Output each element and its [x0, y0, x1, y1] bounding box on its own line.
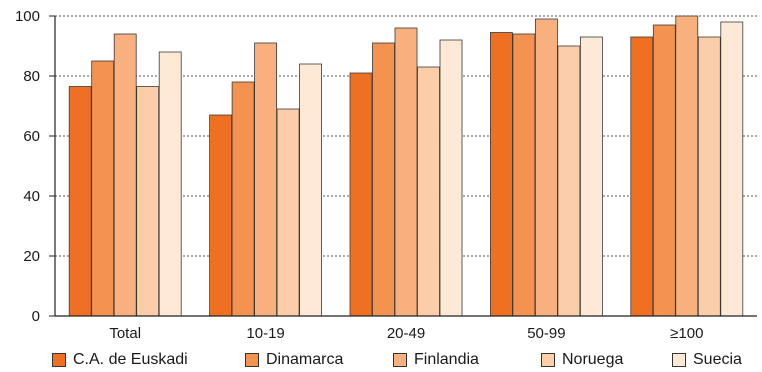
bar: [209, 114, 233, 317]
bar: [580, 36, 603, 317]
bar: [652, 24, 676, 317]
x-tick-label: Total: [109, 325, 141, 342]
x-tick-label: 10-19: [246, 325, 284, 342]
y-tick-label: 40: [23, 188, 40, 205]
y-tick-labels: 0 20 40 60 80 100: [15, 8, 40, 325]
bar: [158, 51, 182, 317]
bar: [439, 39, 463, 317]
bar: [231, 81, 255, 317]
y-tick-label: 100: [15, 8, 40, 25]
legend-label: Dinamarca: [266, 351, 344, 368]
legend-label: Suecia: [693, 351, 742, 368]
legend-label: C.A. de Euskadi: [73, 351, 188, 368]
legend-swatch: [52, 353, 66, 367]
x-tick-label: 20-49: [387, 325, 425, 342]
bar: [697, 36, 721, 317]
x-tick-label: ≥100: [670, 325, 703, 342]
legend-item: Dinamarca: [245, 349, 343, 371]
legend-item: Finlandia: [393, 349, 479, 371]
legend-swatch: [393, 353, 407, 367]
bar: [349, 72, 373, 317]
axes: [49, 15, 757, 317]
bar: [512, 33, 536, 317]
x-tick-labels: Total 10-19 20-49 50-99 ≥100: [109, 325, 703, 342]
bars: [68, 15, 744, 317]
legend-item: Suecia: [672, 349, 742, 371]
legend-swatch: [541, 353, 555, 367]
y-tick-label: 0: [32, 308, 40, 325]
bar: [675, 15, 699, 317]
bar: [557, 45, 581, 317]
x-tick-label: 50-99: [527, 325, 565, 342]
bar: [136, 86, 160, 317]
legend-label: Finlandia: [414, 351, 479, 368]
bar: [299, 63, 323, 317]
legend-item: Noruega: [541, 349, 623, 371]
y-tick-label: 60: [23, 128, 40, 145]
bar: [630, 36, 654, 317]
bar: [720, 21, 744, 317]
bar: [276, 108, 300, 317]
bar: [489, 32, 513, 317]
bar: [254, 42, 278, 317]
y-tick-label: 80: [23, 68, 40, 85]
bar: [113, 33, 137, 317]
chart-legend: C.A. de Euskadi Dinamarca Finlandia Noruega…: [0, 349, 762, 371]
bar: [372, 42, 395, 317]
bar: [535, 18, 558, 317]
legend-swatch: [245, 353, 259, 367]
bar: [417, 66, 440, 317]
legend-label: Noruega: [562, 351, 624, 368]
legend-swatch: [672, 353, 686, 367]
legend-item: C.A. de Euskadi: [52, 349, 188, 371]
bar: [68, 86, 92, 317]
y-tick-label: 20: [23, 248, 40, 265]
bar: [394, 27, 418, 317]
bar: [91, 60, 115, 317]
